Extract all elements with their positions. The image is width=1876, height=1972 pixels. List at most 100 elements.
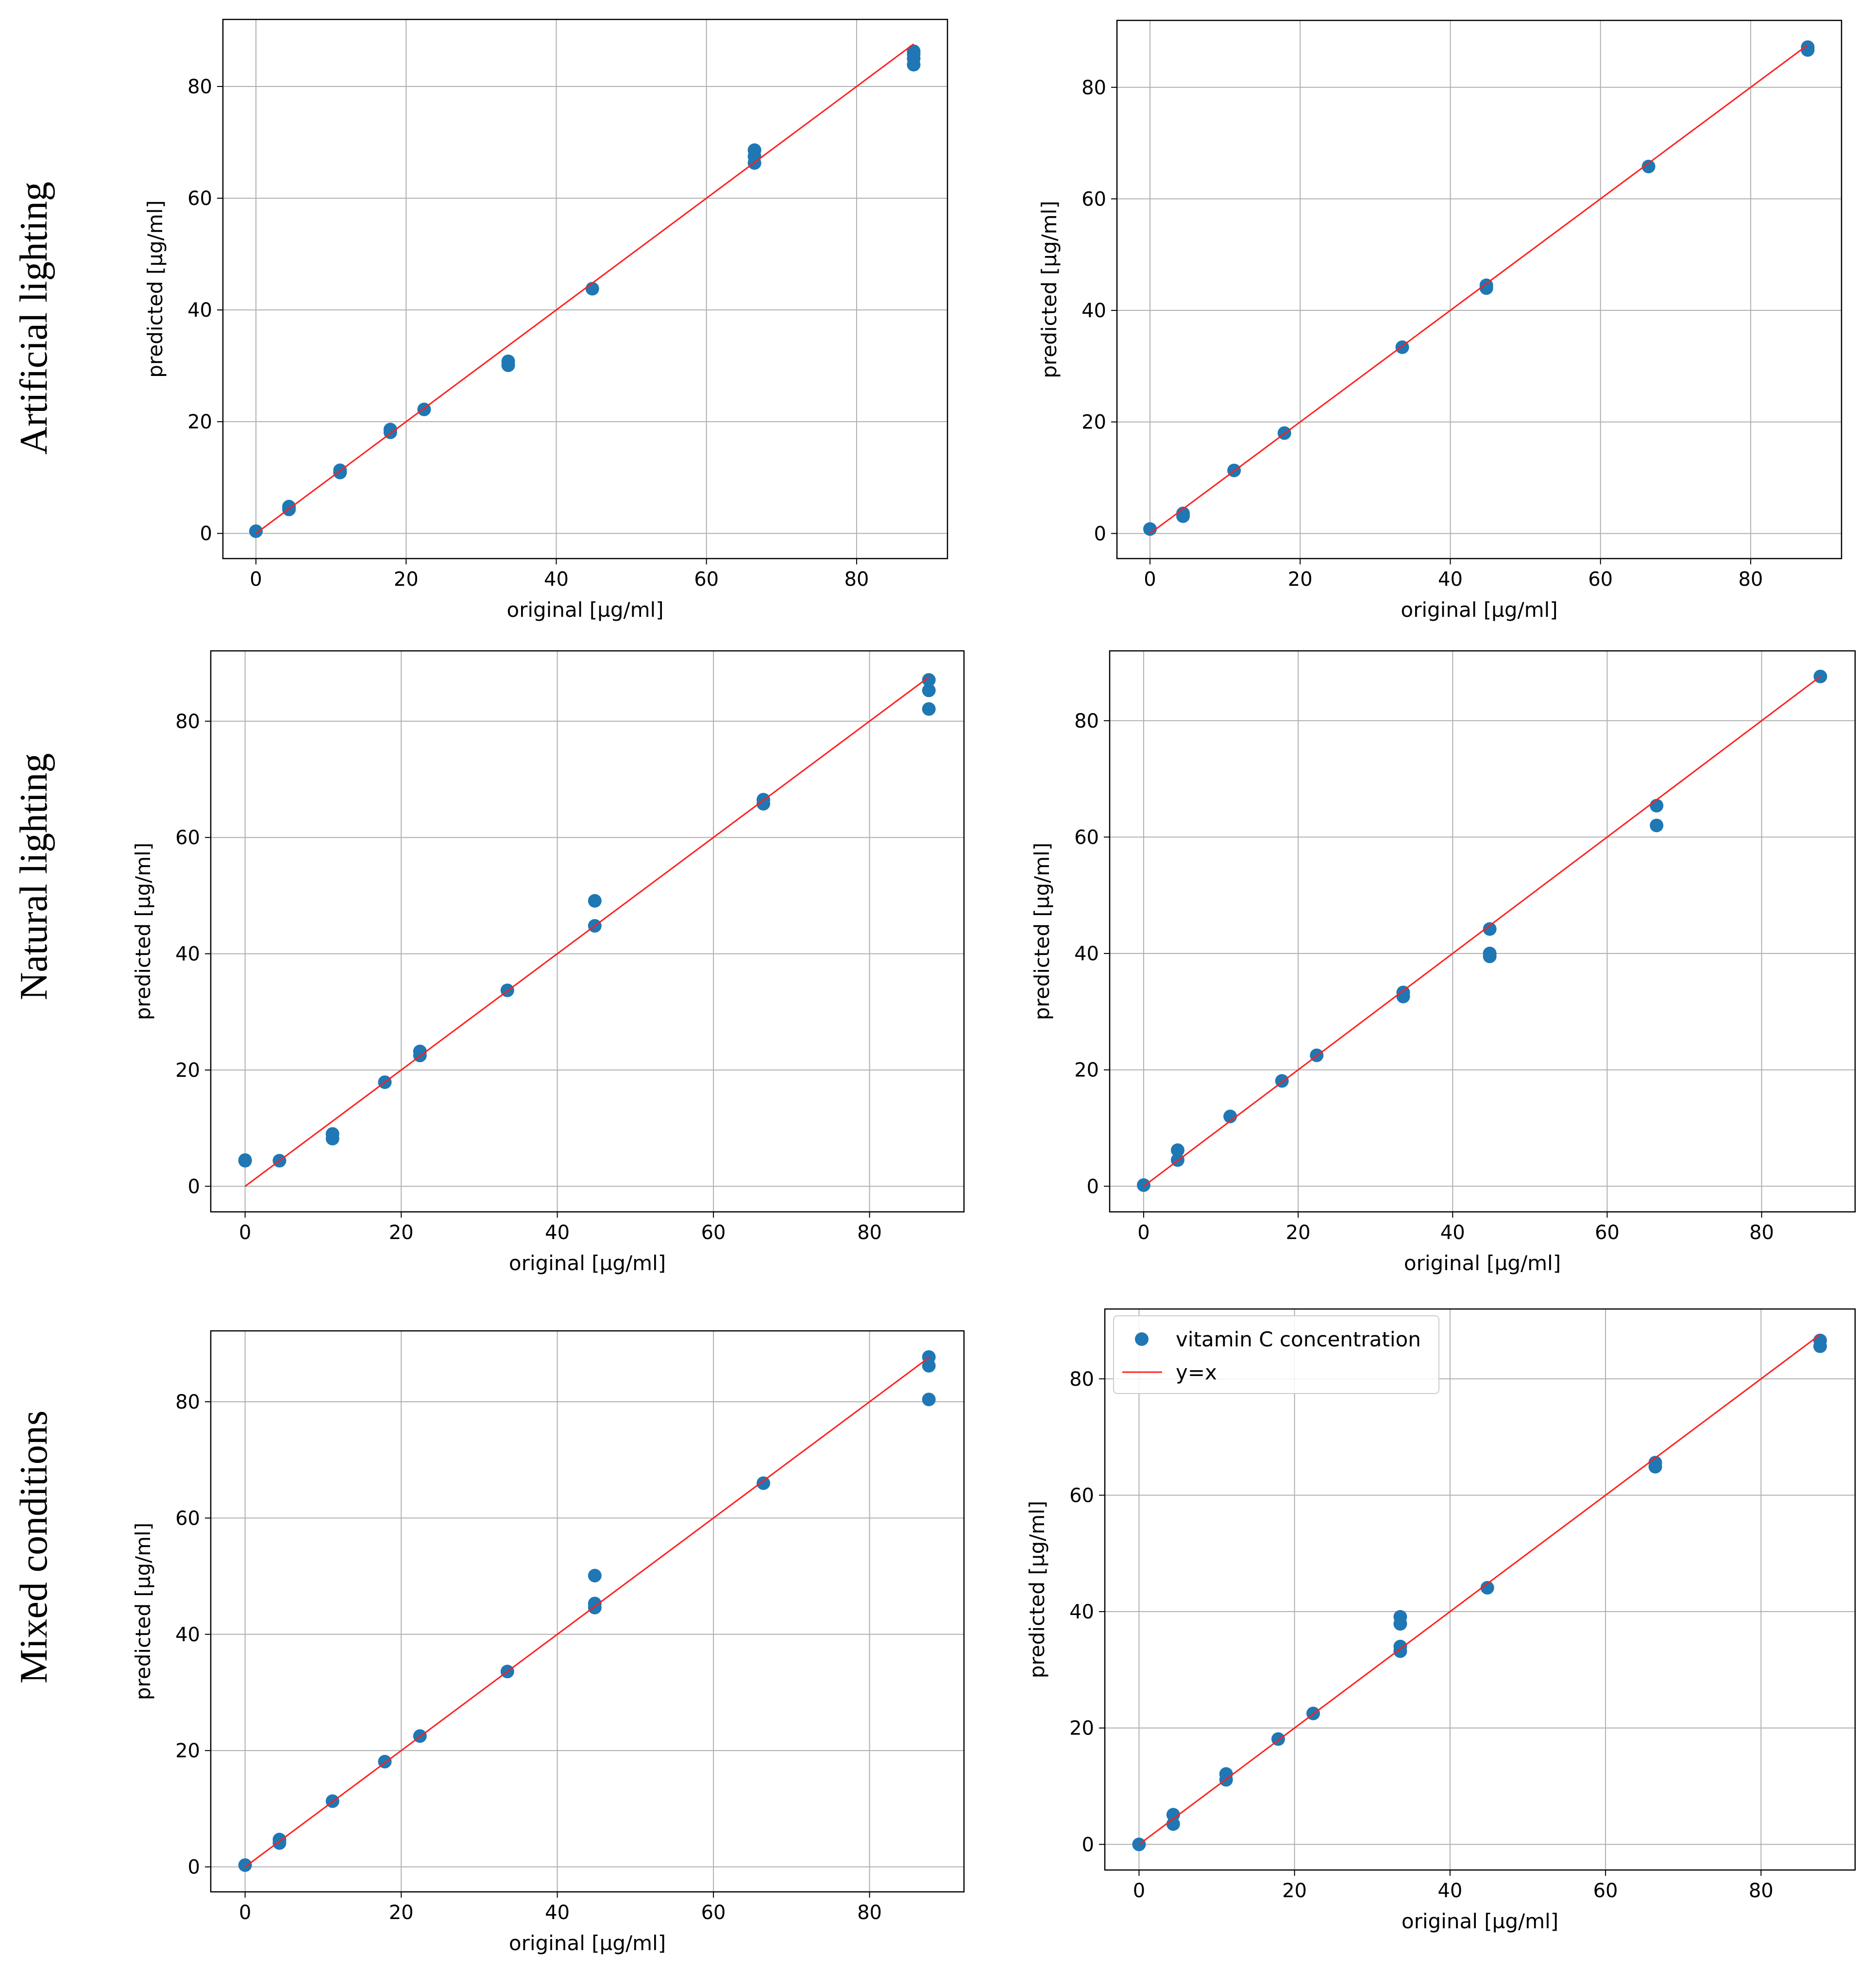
y-tick-label: 60 <box>1069 1484 1094 1507</box>
y-tick-label: 60 <box>1082 188 1106 210</box>
data-point <box>1648 1456 1662 1470</box>
x-tick-label: 40 <box>1437 1880 1462 1902</box>
x-axis-label: original [µg/ml] <box>1404 1251 1561 1275</box>
legend-marker-points <box>1135 1332 1149 1346</box>
chart-panel-5: 0 20 40 60 80 0 20 40 60 80 original [µg/ml] predic… <box>131 1330 965 1955</box>
x-tick-label: 20 <box>389 1222 414 1244</box>
legend-box <box>1113 1315 1439 1394</box>
x-tick-label: 20 <box>389 1902 414 1924</box>
x-tick-label: 20 <box>1282 1880 1307 1902</box>
y-tick-label: 80 <box>1074 710 1099 732</box>
data-point <box>922 673 936 687</box>
plot-frame <box>1104 1308 1856 1871</box>
series-points <box>249 44 921 538</box>
x-tick-label: 60 <box>701 1902 726 1924</box>
y-tick-label: 60 <box>1074 826 1099 849</box>
x-axis-label: original [µg/ml] <box>1401 598 1557 622</box>
x-tick-label: 60 <box>694 568 719 591</box>
data-point <box>907 44 921 58</box>
row-label-mixed: Mixed conditions <box>13 1411 55 1683</box>
data-point <box>383 423 397 437</box>
x-tick-label: 40 <box>1440 1222 1465 1244</box>
data-point <box>238 1153 252 1167</box>
chart-panel-3: 0 20 40 60 80 0 20 40 60 80 original [µg/ml] predic… <box>131 650 965 1275</box>
y-tick-label: 20 <box>1074 1059 1099 1082</box>
data-point <box>1483 922 1497 936</box>
data-point <box>756 1476 770 1490</box>
data-point <box>588 1568 602 1582</box>
data-point <box>1483 947 1497 961</box>
data-point <box>1143 522 1157 536</box>
x-axis-label: original [µg/ml] <box>507 598 663 622</box>
legend-label-points: vitamin C concentration <box>1176 1327 1421 1351</box>
data-point <box>1136 1178 1150 1192</box>
x-tick-label: 0 <box>1144 568 1156 591</box>
y-tick-label: 80 <box>1082 77 1106 99</box>
legend: vitamin C concentration y=x <box>1113 1315 1439 1394</box>
x-tick-label: 20 <box>1286 1222 1311 1244</box>
data-point <box>1641 159 1656 173</box>
row-label-natural: Natural lighting <box>13 753 55 1001</box>
y-tick-label: 60 <box>175 1507 200 1530</box>
y-tick-label: 0 <box>1082 1834 1094 1856</box>
x-axis-label: original [µg/ml] <box>509 1251 666 1275</box>
reference-line-y-equals-x <box>1138 1334 1821 1845</box>
y-tick-label: 0 <box>1094 523 1106 545</box>
data-point <box>1480 1581 1494 1595</box>
x-axis-label: original [µg/ml] <box>1402 1909 1558 1933</box>
y-tick-label: 0 <box>188 1175 200 1198</box>
data-point <box>1813 1333 1827 1347</box>
data-point <box>1176 506 1190 520</box>
series-points <box>1132 1333 1827 1852</box>
x-tick-label: 60 <box>701 1222 726 1244</box>
data-point <box>922 702 936 716</box>
data-point <box>922 683 936 697</box>
reference-line-y-equals-x <box>1149 44 1808 534</box>
y-axis-label: predicted [µg/ml] <box>143 200 167 377</box>
x-tick-label: 0 <box>1137 1222 1149 1244</box>
plot-frame <box>210 1330 965 1893</box>
data-point <box>1223 1109 1237 1123</box>
plot-frame <box>1116 19 1842 560</box>
data-point <box>238 1858 252 1872</box>
data-point <box>588 1597 602 1611</box>
row-label-artificial: Artificial lighting <box>13 182 55 455</box>
x-tick-label: 20 <box>394 568 419 591</box>
y-tick-label: 40 <box>1074 943 1099 965</box>
x-tick-label: 40 <box>544 568 569 591</box>
x-tick-label: 60 <box>1595 1222 1620 1244</box>
y-axis-label: predicted [µg/ml] <box>1025 1501 1049 1678</box>
data-point <box>747 143 761 157</box>
data-point <box>413 1044 427 1058</box>
y-tick-label: 0 <box>1087 1175 1099 1198</box>
data-point <box>922 1393 936 1407</box>
y-tick-label: 60 <box>187 187 212 210</box>
x-tick-label: 0 <box>239 1222 251 1244</box>
x-tick-label: 40 <box>1438 568 1463 591</box>
data-point <box>325 1127 339 1141</box>
x-tick-label: 60 <box>1588 568 1613 591</box>
y-tick-label: 40 <box>175 1624 200 1646</box>
y-tick-label: 20 <box>1069 1717 1094 1740</box>
x-tick-label: 0 <box>1133 1880 1145 1902</box>
y-axis-label: predicted [µg/ml] <box>131 1523 155 1700</box>
chart-panel-2: 0 20 40 60 80 0 20 40 60 80 original [µg/ml] predic… <box>1037 19 1842 622</box>
x-tick-label: 80 <box>1749 1222 1774 1244</box>
plot-frame <box>210 650 965 1213</box>
y-tick-label: 40 <box>175 943 200 966</box>
x-tick-label: 60 <box>1593 1880 1618 1902</box>
y-tick-label: 80 <box>187 76 212 98</box>
y-tick-label: 20 <box>1082 411 1106 434</box>
reference-line-y-equals-x <box>244 676 930 1187</box>
row-labels: Artificial lighting Natural lighting Mix… <box>13 182 55 1683</box>
chart-panel-1: 0 20 40 60 80 0 20 40 60 80 original [µg/ml] predic… <box>143 18 948 622</box>
x-tick-label: 80 <box>1749 1880 1774 1902</box>
x-tick-label: 80 <box>1738 568 1763 591</box>
data-point <box>1650 799 1664 813</box>
series-points <box>238 673 936 1168</box>
y-tick-label: 80 <box>175 1391 200 1413</box>
y-axis-label: predicted [µg/ml] <box>1030 843 1054 1020</box>
data-point <box>1170 1143 1184 1157</box>
data-point <box>1393 1610 1407 1624</box>
data-point <box>588 894 602 908</box>
